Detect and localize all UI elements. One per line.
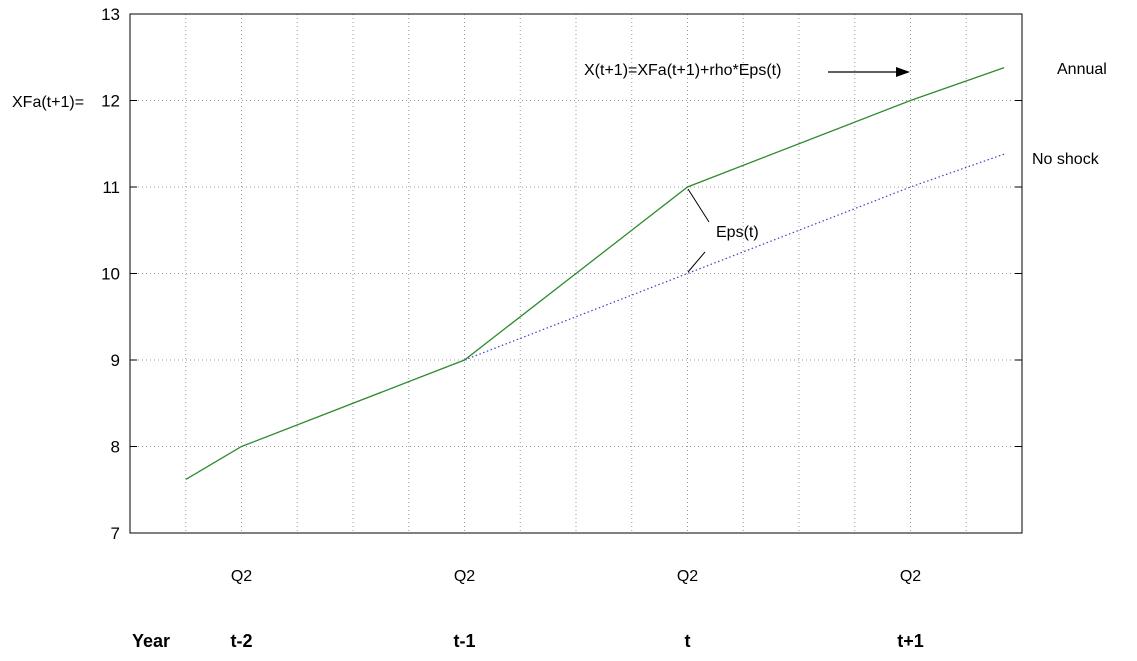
eps-pointer-bottom — [687, 251, 706, 273]
annual-label: Annual — [1057, 61, 1107, 78]
y-tick-label: 13 — [101, 5, 120, 24]
year-row-label: Year — [132, 631, 170, 651]
year-label: t+1 — [897, 631, 924, 651]
xfa-annotation: XFa(t+1)= — [12, 94, 84, 111]
quarter-label: Q2 — [231, 568, 252, 585]
y-axis-ticks: 7 8 9 10 11 12 13 — [101, 5, 1022, 543]
eps-annotation: Eps(t) — [716, 224, 759, 241]
y-tick-label: 7 — [111, 524, 120, 543]
year-label: t — [685, 631, 691, 651]
y-tick-label: 12 — [101, 92, 120, 111]
series-line-no-shock — [464, 153, 1005, 361]
year-label: t-1 — [454, 631, 476, 651]
noshock-label: No shock — [1032, 151, 1100, 168]
annotations: X(t+1)=XFa(t+1)+rho*Eps(t) XFa(t+1)= Eps… — [12, 61, 1107, 273]
eps-pointer-top — [687, 188, 710, 223]
y-tick-label: 8 — [111, 438, 120, 457]
series-line-annual — [185, 66, 1005, 480]
y-tick-label: 11 — [102, 178, 120, 197]
quarter-label: Q2 — [900, 568, 921, 585]
y-tick-label: 10 — [101, 265, 120, 284]
y-tick-label: 9 — [111, 351, 120, 370]
quarter-labels: Q2 Q2 Q2 Q2 — [231, 568, 921, 585]
grid-lines — [129, 14, 1022, 533]
quarter-label: Q2 — [454, 568, 475, 585]
formula-annotation: X(t+1)=XFa(t+1)+rho*Eps(t) — [584, 62, 781, 79]
series-lines — [185, 66, 1005, 480]
year-labels: Year t-2 t-1 t t+1 — [132, 631, 924, 651]
year-label: t-2 — [231, 631, 253, 651]
quarter-label: Q2 — [677, 568, 698, 585]
formula-arrow-head — [896, 67, 910, 77]
